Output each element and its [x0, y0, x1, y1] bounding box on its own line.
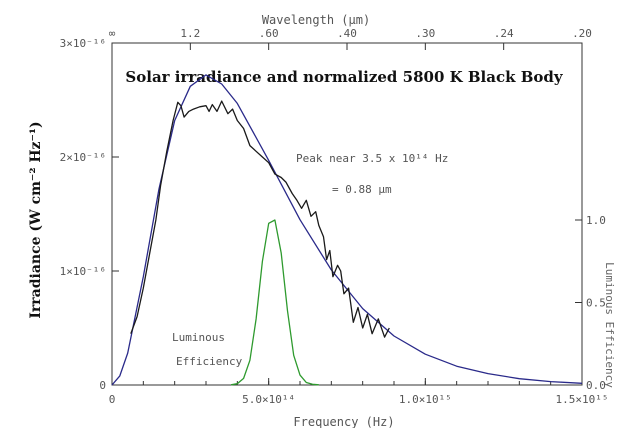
series-line-1 [130, 100, 390, 338]
peak-annotation-line2: = 0.88 μm [332, 183, 392, 196]
x2-tick-label: 1.2 [180, 27, 200, 40]
y2-tick-label: 0.0 [586, 379, 606, 392]
series-layer [111, 74, 583, 386]
luminous-annotation-line1: Luminous [172, 331, 225, 344]
x2-tick-label: ∞ [109, 27, 116, 40]
y2-tick-label: 1.0 [586, 214, 606, 227]
x-tick-label: 1.5×10¹⁵ [556, 393, 609, 406]
x-tick-label: 0 [109, 393, 116, 406]
y-tick-label: 2×10⁻¹⁶ [60, 151, 106, 164]
y2-tick-label: 0.5 [586, 297, 606, 310]
x2-tick-label: .24 [494, 27, 514, 40]
series-line-2 [230, 219, 319, 386]
y-tick-label: 1×10⁻¹⁶ [60, 265, 106, 278]
y-tick-label: 3×10⁻¹⁶ [60, 37, 106, 50]
x-tick-label: 5.0×10¹⁴ [242, 393, 295, 406]
y-axis-label: Irradiance (W cm⁻² Hz⁻¹) [28, 121, 44, 318]
y2-axis-label: Luminous Efficiency [603, 262, 616, 388]
peak-annotation-line1: Peak near 3.5 x 10¹⁴ Hz [296, 152, 448, 165]
axis-ticks: 0 5.0×10¹⁴ 1.0×10¹⁵ 1.5×10¹⁵ 0 1×10⁻¹⁶ 2×10⁻¹⁶… [60, 27, 609, 406]
x2-tick-label: .30 [415, 27, 435, 40]
x2-tick-label: .60 [259, 27, 279, 40]
x-tick-label: 1.0×10¹⁵ [399, 393, 452, 406]
x-axis-label: Frequency (Hz) [293, 415, 394, 428]
y-tick-label: 0 [99, 379, 106, 392]
series-line-0 [111, 74, 583, 386]
x2-axis-label: Wavelength (μm) [262, 13, 370, 27]
x2-tick-label: .40 [337, 27, 357, 40]
chart-title: Solar irradiance and normalized 5800 K B… [125, 68, 563, 86]
x2-tick-label: .20 [572, 27, 592, 40]
luminous-annotation-line2: Efficiency [176, 355, 243, 368]
